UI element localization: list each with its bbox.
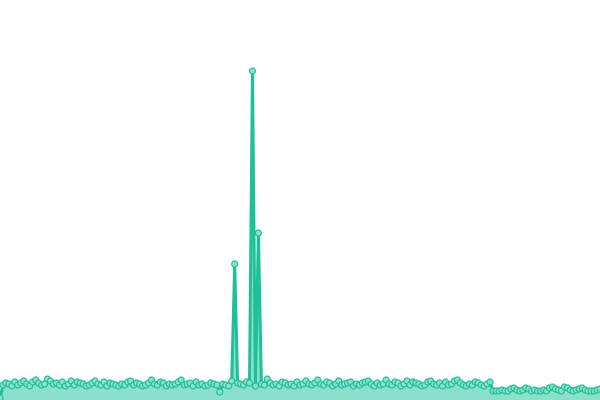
data-point bbox=[486, 378, 494, 386]
data-point bbox=[260, 381, 268, 389]
data-point bbox=[245, 379, 254, 387]
data-point bbox=[248, 67, 257, 75]
data-point bbox=[228, 377, 236, 385]
area-fill bbox=[0, 71, 600, 400]
data-points bbox=[0, 67, 600, 400]
data-point bbox=[0, 394, 4, 400]
series-line bbox=[0, 69, 600, 399]
data-point bbox=[216, 388, 224, 396]
data-point bbox=[213, 381, 221, 389]
data-point bbox=[251, 382, 260, 390]
data-point bbox=[596, 385, 600, 393]
data-point bbox=[231, 260, 239, 268]
data-point bbox=[254, 229, 263, 237]
